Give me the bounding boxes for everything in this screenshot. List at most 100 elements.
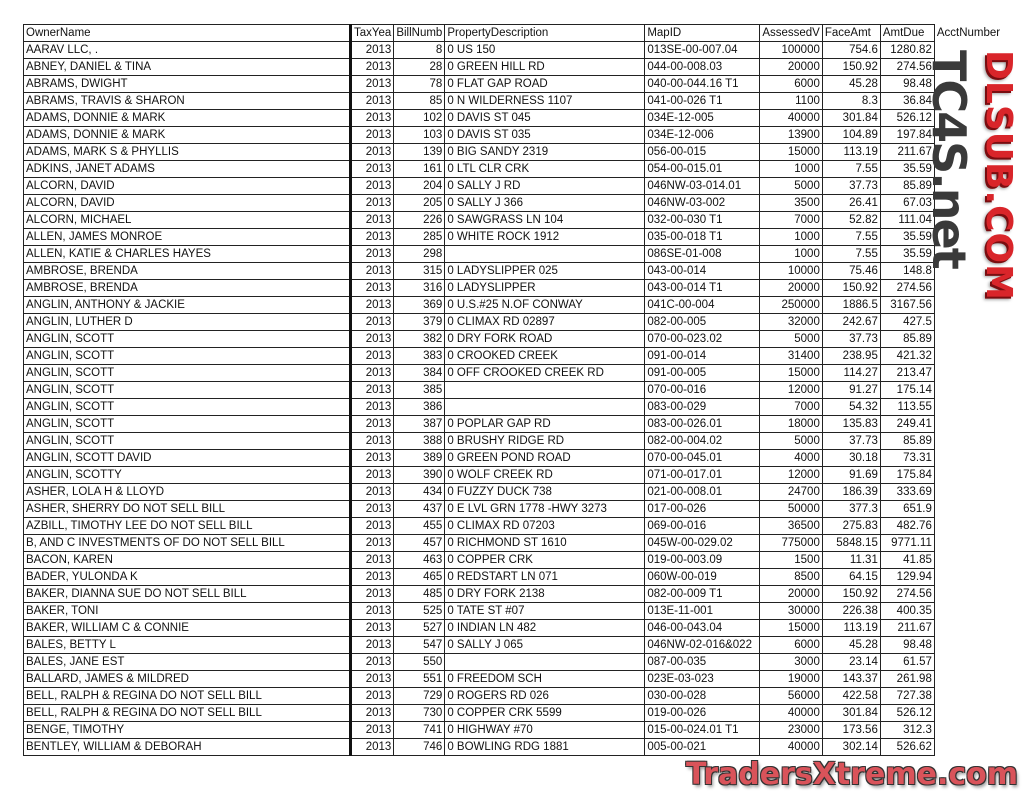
cell-map-id: 041C-00-004 <box>644 296 761 314</box>
cell-map-id: 082-00-004.02 <box>644 432 761 450</box>
cell-bill-number: 437 <box>393 500 446 518</box>
cell-assessed-value: 40000 <box>759 704 823 722</box>
cell-acct-number <box>934 586 1014 603</box>
cell-tax-year: 2013 <box>349 551 395 569</box>
cell-map-id: 019-00-003.09 <box>644 551 761 569</box>
cell-acct-number <box>934 705 1014 722</box>
cell-assessed-value: 3000 <box>759 653 823 671</box>
cell-property-description: 0 US 150 <box>444 41 646 59</box>
cell-tax-year: 2013 <box>349 653 395 671</box>
cell-acct-number <box>934 76 1014 93</box>
cell-assessed-value: 7000 <box>759 398 823 416</box>
table-row: ANGLIN, SCOTTY 2013 390 0 WOLF CREEK RD 071-… <box>23 466 1015 484</box>
table-row: BAKER, TONI 2013 525 0 TATE ST #07 013E-11-0… <box>23 602 1015 620</box>
cell-tax-year: 2013 <box>349 279 395 297</box>
cell-amount-due: 651.9 <box>879 500 935 518</box>
table-row: ALCORN, MICHAEL 2013 226 0 SAWGRASS LN 104 0… <box>23 211 1015 229</box>
cell-amount-due: 9771.11 <box>879 534 935 552</box>
cell-map-id: 091-00-005 <box>644 364 761 382</box>
column-header-bill-number: BillNumb <box>393 24 446 42</box>
cell-property-description: 0 U.S.#25 N.OF CONWAY <box>444 296 646 314</box>
cell-acct-number <box>934 144 1014 161</box>
cell-property-description: 0 LTL CLR CRK <box>444 160 646 178</box>
cell-assessed-value: 15000 <box>759 143 823 161</box>
cell-property-description: 0 POPLAR GAP RD <box>444 415 646 433</box>
cell-map-id: 043-00-014 T1 <box>644 279 761 297</box>
cell-amount-due: 427.5 <box>879 313 935 331</box>
cell-assessed-value: 1000 <box>759 160 823 178</box>
cell-amount-due: 211.67 <box>879 619 935 637</box>
table-row: BAKER, WILLIAM C & CONNIE 2013 527 0 INDIAN… <box>23 619 1015 637</box>
cell-owner-name: ANGLIN, LUTHER D <box>23 313 352 331</box>
cell-map-id: 017-00-026 <box>644 500 761 518</box>
cell-owner-name: ANGLIN, SCOTT <box>23 330 352 348</box>
cell-bill-number: 385 <box>393 381 446 399</box>
cell-assessed-value: 3500 <box>759 194 823 212</box>
cell-face-amount: 275.83 <box>821 517 881 535</box>
cell-property-description: 0 SALLY J 366 <box>444 194 646 212</box>
cell-property-description: 0 CLIMAX RD 07203 <box>444 517 646 535</box>
cell-map-id: 044-00-008.03 <box>644 58 761 76</box>
cell-property-description: 0 GREEN POND ROAD <box>444 449 646 467</box>
cell-acct-number <box>934 671 1014 688</box>
column-header-map-id: MapID <box>644 24 761 42</box>
table-row: BENGE, TIMOTHY 2013 741 0 HIGHWAY #70 015-00… <box>23 721 1015 739</box>
cell-acct-number <box>934 314 1014 331</box>
cell-map-id: 070-00-045.01 <box>644 449 761 467</box>
cell-acct-number <box>934 518 1014 535</box>
cell-acct-number <box>934 620 1014 637</box>
cell-map-id: 019-00-026 <box>644 704 761 722</box>
table-row: BALES, JANE EST 2013 550 087-00-035 3000 23.1… <box>23 653 1015 671</box>
cell-amount-due: 35.59 <box>879 228 935 246</box>
cell-bill-number: 226 <box>393 211 446 229</box>
cell-tax-year: 2013 <box>349 245 395 263</box>
cell-map-id: 071-00-017.01 <box>644 466 761 484</box>
cell-amount-due: 526.12 <box>879 109 935 127</box>
cell-acct-number <box>934 467 1014 484</box>
cell-acct-number <box>934 246 1014 263</box>
cell-amount-due: 98.48 <box>879 636 935 654</box>
cell-acct-number <box>934 603 1014 620</box>
cell-bill-number: 205 <box>393 194 446 212</box>
cell-amount-due: 41.85 <box>879 551 935 569</box>
table-row: ADAMS, DONNIE & MARK 2013 102 0 DAVIS ST 04… <box>23 109 1015 127</box>
table-row: BAKER, DIANNA SUE DO NOT SELL BILL 2013 48… <box>23 585 1015 603</box>
cell-property-description: 0 E LVL GRN 1778 -HWY 3273 <box>444 500 646 518</box>
cell-tax-year: 2013 <box>349 109 395 127</box>
cell-assessed-value: 20000 <box>759 279 823 297</box>
table-row: BELL, RALPH & REGINA DO NOT SELL BILL 201… <box>23 687 1015 705</box>
cell-property-description: 0 WOLF CREEK RD <box>444 466 646 484</box>
cell-acct-number <box>934 212 1014 229</box>
table-row: ANGLIN, SCOTT 2013 384 0 OFF CROOKED CREEK … <box>23 364 1015 382</box>
cell-map-id: 046NW-03-002 <box>644 194 761 212</box>
cell-face-amount: 7.55 <box>821 228 881 246</box>
column-header-tax-year: TaxYea <box>349 24 395 42</box>
cell-property-description: 0 WHITE ROCK 1912 <box>444 228 646 246</box>
cell-assessed-value: 8500 <box>759 568 823 586</box>
column-header-acct-number: AcctNumber <box>936 27 1001 39</box>
cell-property-description: 0 FLAT GAP ROAD <box>444 75 646 93</box>
cell-tax-year: 2013 <box>349 415 395 433</box>
cell-bill-number: 465 <box>393 568 446 586</box>
cell-face-amount: 11.31 <box>821 551 881 569</box>
cell-face-amount: 143.37 <box>821 670 881 688</box>
cell-owner-name: AZBILL, TIMOTHY LEE DO NOT SELL BILL <box>23 517 352 535</box>
table-row: BENTLEY, WILLIAM & DEBORAH 2013 746 0 BOWLI… <box>23 738 1015 756</box>
cell-face-amount: 113.19 <box>821 143 881 161</box>
cell-face-amount: 754.6 <box>821 41 881 59</box>
cell-map-id: 087-00-035 <box>644 653 761 671</box>
cell-bill-number: 551 <box>393 670 446 688</box>
cell-assessed-value: 1000 <box>759 245 823 263</box>
cell-owner-name: ALCORN, MICHAEL <box>23 211 352 229</box>
cell-property-description <box>444 653 646 671</box>
cell-bill-number: 379 <box>393 313 446 331</box>
cell-tax-year: 2013 <box>349 432 395 450</box>
cell-face-amount: 302.14 <box>821 738 881 756</box>
cell-amount-due: 113.55 <box>879 398 935 416</box>
cell-amount-due: 35.59 <box>879 160 935 178</box>
cell-face-amount: 30.18 <box>821 449 881 467</box>
cell-property-description: 0 HIGHWAY #70 <box>444 721 646 739</box>
cell-property-description: 0 DRY FORK ROAD <box>444 330 646 348</box>
table-row: BADER, YULONDA K 2013 465 0 REDSTART LN 071… <box>23 568 1015 586</box>
cell-property-description: 0 BOWLING RDG 1881 <box>444 738 646 756</box>
